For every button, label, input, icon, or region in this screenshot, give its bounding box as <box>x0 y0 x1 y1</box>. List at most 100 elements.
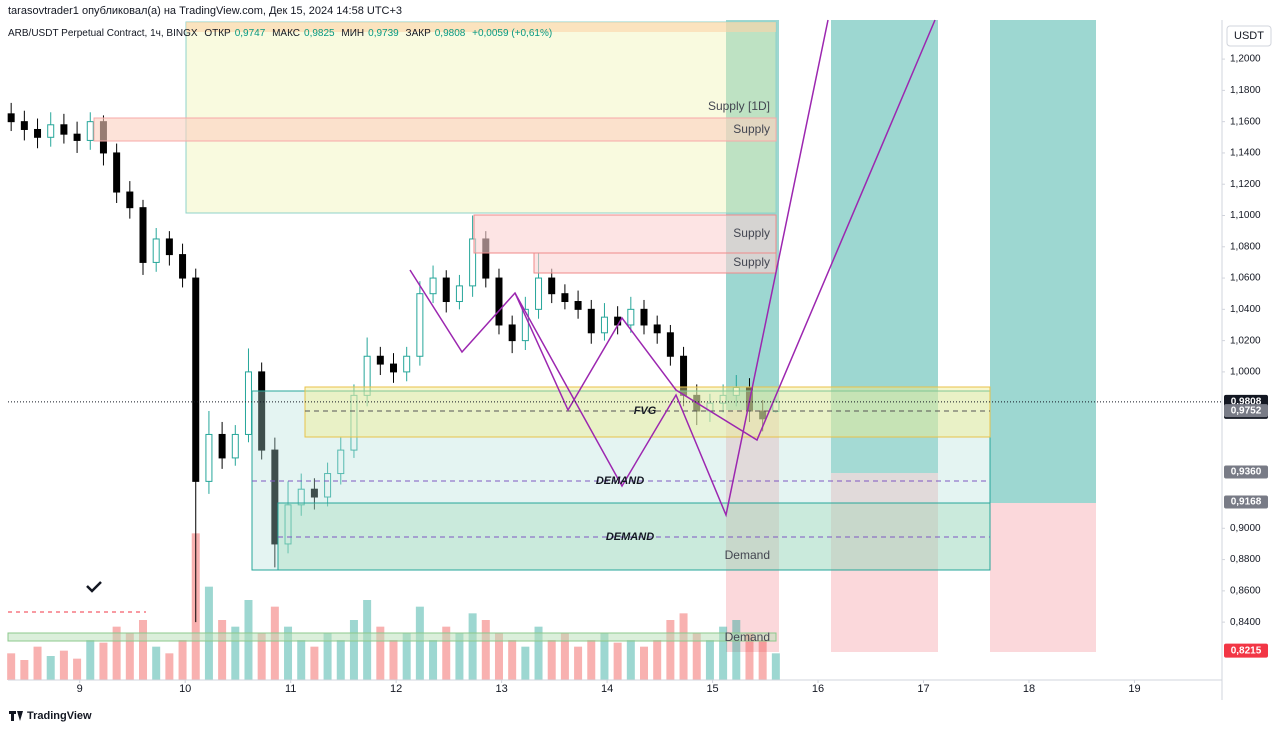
logo <box>9 711 23 721</box>
volume-bar <box>402 633 411 680</box>
zone-label: Demand <box>725 630 770 644</box>
candle-body <box>60 124 68 135</box>
ohlc-label: ОТКР <box>204 28 231 39</box>
candle-body <box>653 324 661 334</box>
y-tick-label: 1,0400 <box>1230 304 1261 315</box>
volume-bar <box>125 633 134 680</box>
price-axis: 9 10 11 12 13 14 15 16 17 18 19 1,2000 1,1800 1,1600 1… <box>8 54 1268 695</box>
candle-body <box>719 394 727 404</box>
volume-bar <box>33 646 42 680</box>
volume-bar <box>270 606 279 680</box>
price-label-box <box>1224 465 1268 479</box>
volume-bar <box>600 633 609 680</box>
ohlc-value: 0,9808 <box>434 28 466 39</box>
candle-body <box>73 133 81 141</box>
candle-body <box>508 324 516 342</box>
volume-bar <box>626 640 635 680</box>
x-tick-label: 14 <box>601 683 613 695</box>
candle-body <box>640 308 648 326</box>
volume-bar <box>376 626 385 680</box>
x-tick-label: 16 <box>812 683 824 695</box>
candle-body <box>416 293 424 357</box>
fvg-zone <box>304 386 991 438</box>
price-label: 0,9808 <box>1231 397 1262 408</box>
loss-zone <box>726 410 779 652</box>
candle-body <box>284 504 292 545</box>
price-label-box <box>1224 644 1268 658</box>
candle-body <box>218 433 226 459</box>
legend: ARB/USDT Perpetual Contract, 1ч, BINGX О… <box>8 28 556 39</box>
candle-body <box>271 449 279 545</box>
currency[interactable]: USDT <box>1234 30 1264 42</box>
candle-body <box>350 394 358 451</box>
candle-body <box>297 488 305 506</box>
volume-bar <box>257 633 266 680</box>
candle-body <box>165 238 173 256</box>
candle-body <box>535 277 543 310</box>
volume-bar <box>521 646 530 680</box>
candle-body <box>495 277 503 326</box>
volume-bar <box>310 646 319 680</box>
zone-label: DEMAND <box>596 475 644 487</box>
y-tick-label: 0,9000 <box>1230 523 1261 534</box>
volume-bar <box>99 642 108 680</box>
y-tick-label: 1,1200 <box>1230 179 1261 190</box>
supply-zone <box>186 22 776 32</box>
volume-bar <box>46 656 55 680</box>
volume-bar <box>112 626 121 680</box>
candle-body <box>126 191 134 209</box>
projection <box>409 19 829 518</box>
volume-bar <box>7 653 16 680</box>
candle-body <box>390 363 398 373</box>
y-tick-label: 1,1000 <box>1230 210 1261 221</box>
candle-body <box>86 121 94 141</box>
x-tick-label: 19 <box>1128 683 1140 695</box>
volume-bar <box>178 640 187 680</box>
volume-bar <box>745 633 754 680</box>
y-tick-label: 1,0600 <box>1230 273 1261 284</box>
volume-bar <box>666 620 675 680</box>
x-tick-label: 9 <box>77 683 83 695</box>
volume-bar <box>59 650 68 680</box>
symbol: ARB/USDT Perpetual Contract, 1ч, BINGX <box>8 28 198 39</box>
candle-body <box>759 410 767 420</box>
currency-button[interactable] <box>1226 25 1272 47</box>
volume-bar <box>284 626 293 680</box>
candle-body <box>244 371 252 435</box>
ohlc-value: 0,9825 <box>304 28 335 39</box>
candle-body <box>205 433 213 482</box>
candle-body <box>429 277 437 295</box>
price-label-box <box>1224 404 1268 418</box>
ohlc-value: 0,9739 <box>368 28 399 39</box>
y-tick-label: 1,1800 <box>1230 85 1261 96</box>
candle-body <box>548 277 556 295</box>
volume-bar <box>20 660 29 680</box>
ohlc-value: 0,9747 <box>234 28 266 39</box>
volume-bar <box>758 640 767 680</box>
candle-body <box>561 293 569 303</box>
x-tick-label: 17 <box>917 683 929 695</box>
candle-body <box>600 316 608 334</box>
volume-bar <box>336 640 345 680</box>
loss-zone <box>990 503 1096 652</box>
ohlc-label: МАКС <box>272 28 301 39</box>
volume-bar <box>679 613 688 680</box>
candle-body <box>403 355 411 373</box>
volume-bar <box>705 640 714 680</box>
candle-body <box>666 332 674 357</box>
candle-body <box>442 277 450 303</box>
zone-label: Supply <box>733 122 770 136</box>
y-tick-label: 1,1600 <box>1230 116 1261 127</box>
ohlc-label: ЗАКР <box>405 28 431 39</box>
zone-label: Supply <box>733 255 770 269</box>
volume-bar <box>574 646 583 680</box>
check-icon <box>86 581 102 593</box>
volume-bar <box>653 640 662 680</box>
volume-bar <box>73 658 82 680</box>
price-label: 0,9752 <box>1231 405 1262 416</box>
candle-body <box>627 308 635 326</box>
volume-bar <box>534 626 543 680</box>
candle-body <box>192 277 200 482</box>
volume-bar <box>297 640 306 680</box>
